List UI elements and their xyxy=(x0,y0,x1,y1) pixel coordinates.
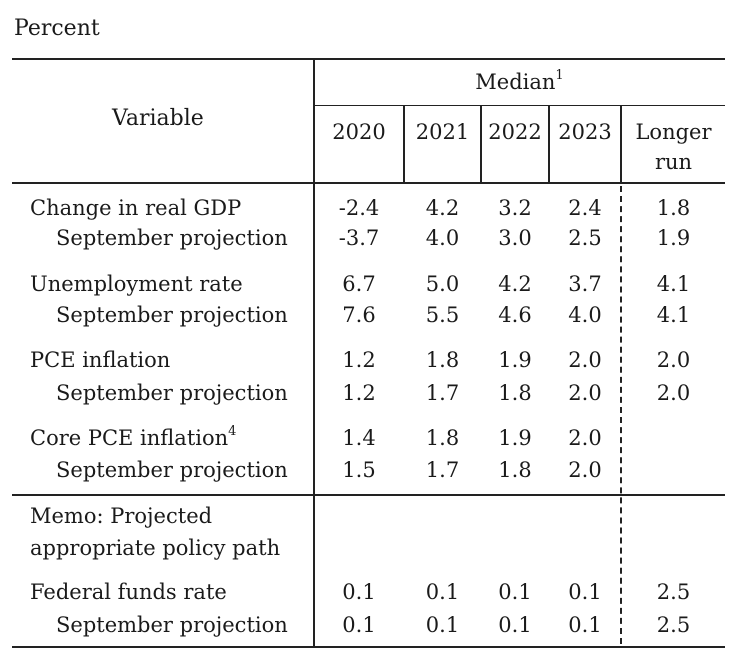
row-label: Federal funds rate xyxy=(30,580,227,604)
cell: 1.9 xyxy=(498,426,532,450)
cell: 1.5 xyxy=(342,458,376,482)
header-bottom-rule xyxy=(12,182,725,184)
cell: 0.1 xyxy=(568,613,602,637)
row-label: September projection xyxy=(56,303,288,327)
cell: 2.0 xyxy=(568,458,602,482)
year-header-2021: 2021 xyxy=(415,120,470,144)
cell-longer-run: 2.5 xyxy=(656,613,691,637)
cell: 4.0 xyxy=(568,303,602,327)
year-divider-2 xyxy=(480,106,482,183)
cell: 2.5 xyxy=(568,226,602,250)
cell: 1.4 xyxy=(342,426,376,450)
cell: 2.4 xyxy=(568,196,602,220)
cell: 3.7 xyxy=(568,272,602,296)
cell: 3.0 xyxy=(498,226,532,250)
cell: 1.8 xyxy=(498,458,532,482)
cell: 0.1 xyxy=(342,580,376,604)
cell: 6.7 xyxy=(342,272,376,296)
cell-longer-run: 4.1 xyxy=(656,272,691,296)
row-footnote: 4 xyxy=(228,424,237,439)
year-divider-4 xyxy=(620,106,622,183)
cell-longer-run: 2.5 xyxy=(656,580,691,604)
cell: 0.1 xyxy=(498,580,532,604)
cell: -2.4 xyxy=(338,196,380,220)
row-label: September projection xyxy=(56,613,288,637)
unit-label: Percent xyxy=(14,16,100,41)
cell: 3.2 xyxy=(498,196,532,220)
row-label: Core PCE inflation4 xyxy=(30,425,236,450)
cell: 2.0 xyxy=(568,381,602,405)
cell: -3.7 xyxy=(338,226,380,250)
row-label-text: Core PCE inflation xyxy=(30,426,229,450)
cell: 0.1 xyxy=(425,613,460,637)
cell: 1.9 xyxy=(498,348,532,372)
cell-longer-run: 4.1 xyxy=(656,303,691,327)
cell: 0.1 xyxy=(425,580,460,604)
cell: 4.2 xyxy=(425,196,460,220)
row-label: September projection xyxy=(56,381,288,405)
variable-header: Variable xyxy=(112,106,204,131)
median-rule xyxy=(314,105,725,106)
cell: 1.8 xyxy=(425,426,460,450)
cell: 1.7 xyxy=(425,381,460,405)
bottom-rule xyxy=(12,646,725,648)
memo-heading-line1: Memo: Projected xyxy=(30,504,213,528)
cell-longer-run: 2.0 xyxy=(656,381,691,405)
cell: 4.2 xyxy=(498,272,532,296)
cell: 2.0 xyxy=(568,426,602,450)
cell-longer-run: 2.0 xyxy=(656,348,691,372)
cell-longer-run: 1.8 xyxy=(656,196,691,220)
median-footnote: 1 xyxy=(555,68,564,83)
cell: 1.2 xyxy=(342,381,376,405)
row-label: Unemployment rate xyxy=(30,272,243,296)
cell: 0.1 xyxy=(498,613,532,637)
memo-rule xyxy=(12,494,725,496)
cell: 0.1 xyxy=(342,613,376,637)
longer-run-header-line2: run xyxy=(654,150,693,174)
cell-longer-run: 1.9 xyxy=(656,226,691,250)
median-header: Median1 xyxy=(314,69,725,94)
cell: 1.8 xyxy=(425,348,460,372)
year-header-2023: 2023 xyxy=(558,120,612,144)
cell: 1.2 xyxy=(342,348,376,372)
cell: 1.7 xyxy=(425,458,460,482)
longer-run-dashed-divider xyxy=(620,186,622,644)
cell: 0.1 xyxy=(568,580,602,604)
stub-divider xyxy=(313,58,315,648)
cell: 1.8 xyxy=(498,381,532,405)
row-label: September projection xyxy=(56,226,288,250)
year-header-2022: 2022 xyxy=(488,120,542,144)
median-label: Median xyxy=(475,70,556,94)
row-label: PCE inflation xyxy=(30,348,171,372)
top-rule xyxy=(12,58,725,60)
cell: 4.0 xyxy=(425,226,460,250)
row-label: September projection xyxy=(56,458,288,482)
year-divider-3 xyxy=(548,106,550,183)
cell: 5.0 xyxy=(425,272,460,296)
memo-heading-line2: appropriate policy path xyxy=(30,536,281,560)
cell: 7.6 xyxy=(342,303,376,327)
year-divider-1 xyxy=(403,106,405,183)
cell: 5.5 xyxy=(425,303,460,327)
longer-run-header-line1: Longer xyxy=(635,120,712,144)
cell: 2.0 xyxy=(568,348,602,372)
cell: 4.6 xyxy=(498,303,532,327)
year-header-2020: 2020 xyxy=(332,120,386,144)
row-label: Change in real GDP xyxy=(30,196,242,220)
